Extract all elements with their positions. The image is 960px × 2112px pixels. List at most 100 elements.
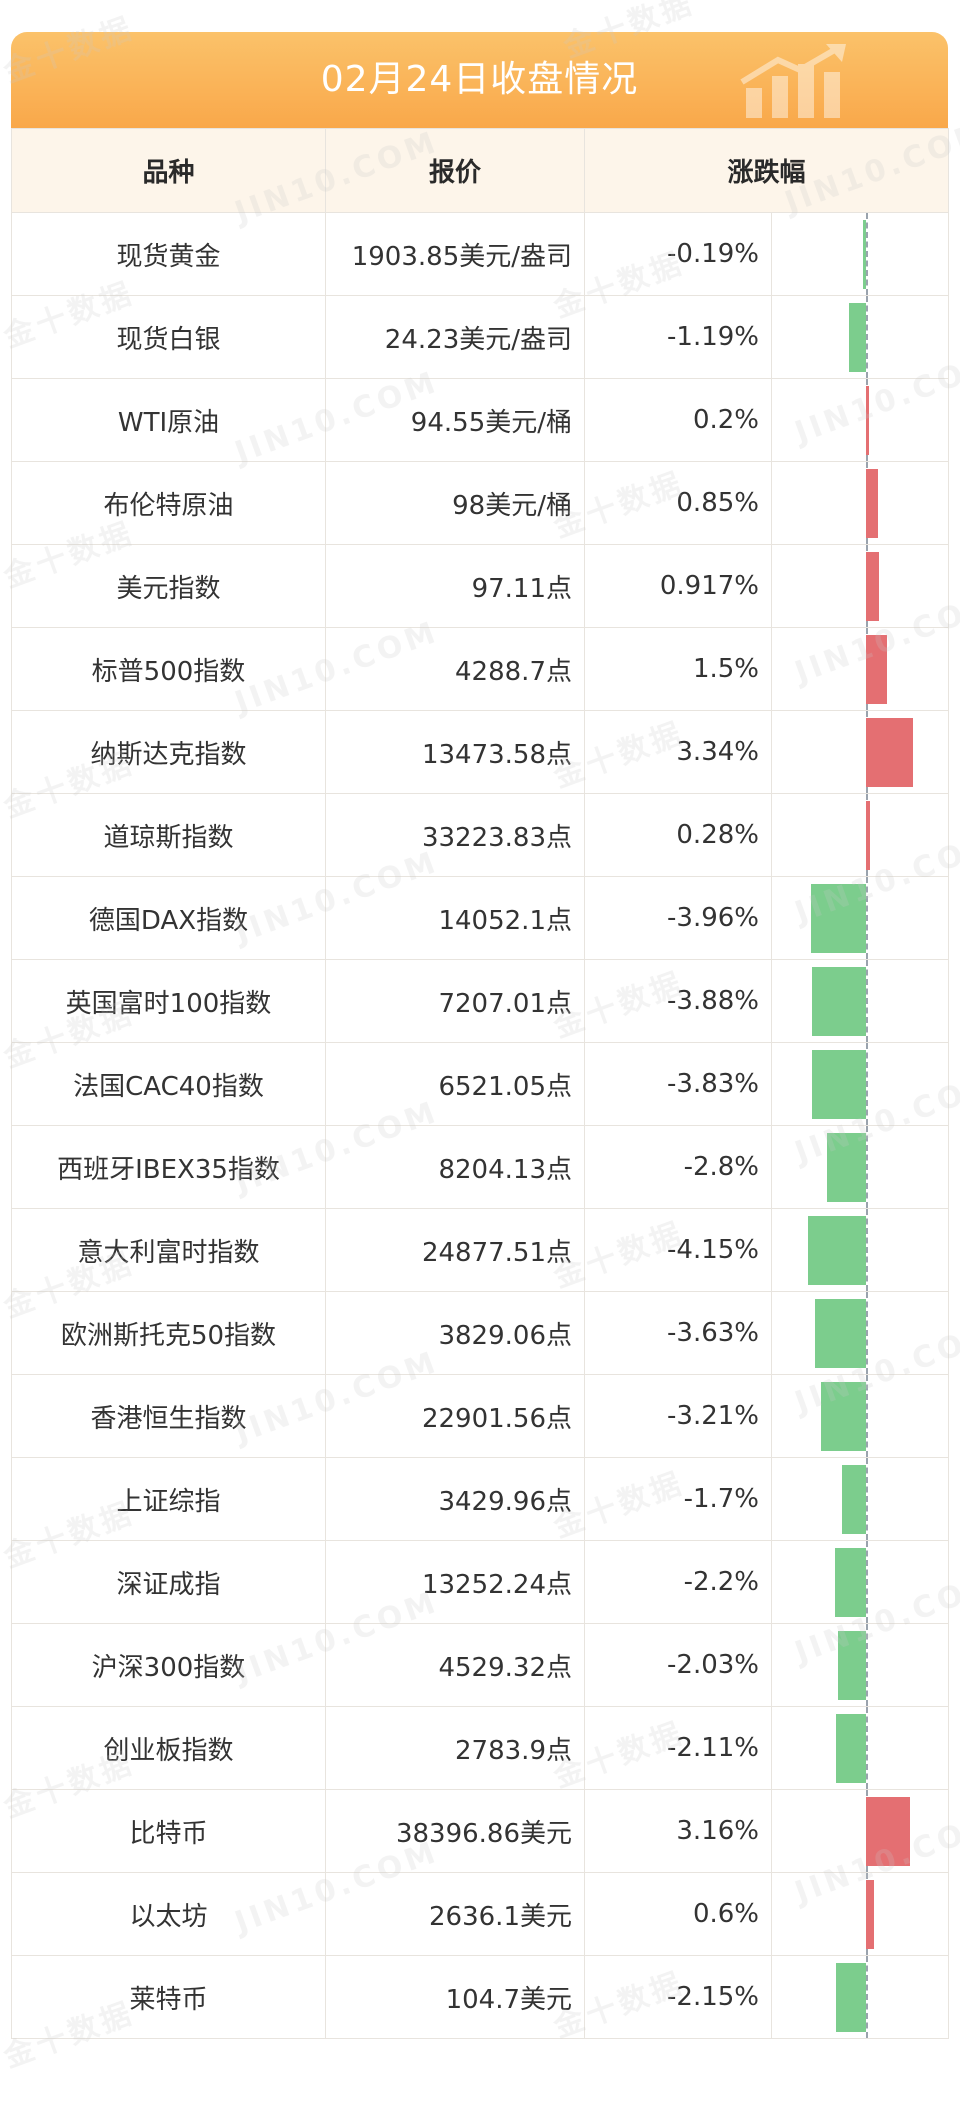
- change-percent: 0.917%: [584, 544, 772, 628]
- change-bar-cell: [770, 461, 950, 545]
- instrument-name: 沪深300指数: [11, 1623, 326, 1707]
- page-title: 02月24日收盘情况: [320, 59, 639, 100]
- change-bar: [837, 1631, 866, 1700]
- quote-price: 33223.83点: [325, 793, 585, 877]
- table-row: 现货白银 24.23美元/盎司 -1.19%: [11, 295, 950, 379]
- instrument-name: 意大利富时指数: [11, 1208, 326, 1292]
- change-bar: [815, 1299, 866, 1368]
- change-bar-cell: [770, 1872, 950, 1956]
- change-bar: [863, 220, 866, 289]
- table-row: 比特币 38396.86美元 3.16%: [11, 1789, 950, 1873]
- table-row: 标普500指数 4288.7点 1.5%: [11, 627, 950, 711]
- table-row: 现货黄金 1903.85美元/盎司 -0.19%: [11, 212, 950, 296]
- instrument-name: 英国富时100指数: [11, 959, 326, 1043]
- table-row: 莱特币 104.7美元 -2.15%: [11, 1955, 950, 2039]
- quote-price: 6521.05点: [325, 1042, 585, 1126]
- instrument-name: 道琼斯指数: [11, 793, 326, 877]
- table-row: 意大利富时指数 24877.51点 -4.15%: [11, 1208, 950, 1292]
- table-row: 道琼斯指数 33223.83点 0.28%: [11, 793, 950, 877]
- change-percent: -3.88%: [584, 959, 772, 1043]
- table-row: 西班牙IBEX35指数 8204.13点 -2.8%: [11, 1125, 950, 1209]
- change-bar-cell: [770, 1208, 950, 1292]
- instrument-name: 深证成指: [11, 1540, 326, 1624]
- quote-price: 8204.13点: [325, 1125, 585, 1209]
- change-percent: -2.8%: [584, 1125, 772, 1209]
- instrument-name: 现货白银: [11, 295, 326, 379]
- instrument-name: 布伦特原油: [11, 461, 326, 545]
- table-row: WTI原油 94.55美元/桶 0.2%: [11, 378, 950, 462]
- change-bar: [807, 1216, 866, 1285]
- change-percent: -3.96%: [584, 876, 772, 960]
- instrument-name: WTI原油: [11, 378, 326, 462]
- zero-line: [866, 213, 868, 295]
- table-row: 沪深300指数 4529.32点 -2.03%: [11, 1623, 950, 1707]
- zero-line: [866, 1956, 868, 2038]
- change-bar: [866, 386, 869, 455]
- quote-price: 24.23美元/盎司: [325, 295, 585, 379]
- change-bar: [842, 1465, 866, 1534]
- change-bar-cell: [770, 1125, 950, 1209]
- table-row: 美元指数 97.11点 0.917%: [11, 544, 950, 628]
- change-bar-cell: [770, 212, 950, 296]
- quote-price: 97.11点: [325, 544, 585, 628]
- quote-price: 38396.86美元: [325, 1789, 585, 1873]
- zero-line: [866, 1624, 868, 1706]
- change-bar-cell: [770, 1955, 950, 2039]
- change-bar: [810, 884, 866, 953]
- change-bar: [866, 635, 887, 704]
- change-bar: [866, 469, 878, 538]
- change-bar: [866, 1880, 875, 1949]
- change-percent: -2.2%: [584, 1540, 772, 1624]
- change-bar-cell: [770, 1457, 950, 1541]
- zero-line: [866, 1458, 868, 1540]
- change-bar: [826, 1133, 866, 1202]
- change-percent: -2.15%: [584, 1955, 772, 2039]
- table-row: 深证成指 13252.24点 -2.2%: [11, 1540, 950, 1624]
- zero-line: [866, 1707, 868, 1789]
- instrument-name: 德国DAX指数: [11, 876, 326, 960]
- instrument-name: 标普500指数: [11, 627, 326, 711]
- quote-price: 2636.1美元: [325, 1872, 585, 1956]
- change-percent: -1.7%: [584, 1457, 772, 1541]
- zero-line: [866, 1375, 868, 1457]
- zero-line: [866, 1043, 868, 1125]
- instrument-name: 欧洲斯托克50指数: [11, 1291, 326, 1375]
- table-row: 上证综指 3429.96点 -1.7%: [11, 1457, 950, 1541]
- instrument-name: 美元指数: [11, 544, 326, 628]
- table-row: 以太坊 2636.1美元 0.6%: [11, 1872, 950, 1956]
- zero-line: [866, 296, 868, 378]
- table-row: 创业板指数 2783.9点 -2.11%: [11, 1706, 950, 1790]
- zero-line: [866, 1126, 868, 1208]
- change-bar: [821, 1382, 866, 1451]
- quote-price: 7207.01点: [325, 959, 585, 1043]
- table-row: 布伦特原油 98美元/桶 0.85%: [11, 461, 950, 545]
- change-percent: -3.63%: [584, 1291, 772, 1375]
- instrument-name: 以太坊: [11, 1872, 326, 1956]
- change-bar-cell: [770, 627, 950, 711]
- quote-price: 13252.24点: [325, 1540, 585, 1624]
- change-percent: 3.34%: [584, 710, 772, 794]
- change-bar: [835, 1548, 866, 1617]
- change-bar-cell: [770, 1540, 950, 1624]
- change-bar-cell: [770, 544, 950, 628]
- change-bar-cell: [770, 876, 950, 960]
- change-bar-cell: [770, 1291, 950, 1375]
- change-percent: 0.6%: [584, 1872, 772, 1956]
- title-bar: 02月24日收盘情况: [11, 32, 948, 128]
- change-bar-cell: [770, 378, 950, 462]
- quote-price: 3429.96点: [325, 1457, 585, 1541]
- change-bar-cell: [770, 1789, 950, 1873]
- table-row: 英国富时100指数 7207.01点 -3.88%: [11, 959, 950, 1043]
- change-percent: -4.15%: [584, 1208, 772, 1292]
- quote-price: 14052.1点: [325, 876, 585, 960]
- table-header-row: 品种 报价 涨跌幅: [11, 128, 950, 213]
- change-bar-cell: [770, 710, 950, 794]
- quote-card: 02月24日收盘情况 品种 报价 涨跌幅 现货黄金 1903.85美元/盎司 -0.…: [11, 32, 950, 2062]
- change-bar: [866, 718, 913, 787]
- quote-price: 104.7美元: [325, 1955, 585, 2039]
- change-bar: [812, 1050, 866, 1119]
- change-bar-cell: [770, 1042, 950, 1126]
- change-percent: 0.28%: [584, 793, 772, 877]
- instrument-name: 现货黄金: [11, 212, 326, 296]
- zero-line: [866, 1292, 868, 1374]
